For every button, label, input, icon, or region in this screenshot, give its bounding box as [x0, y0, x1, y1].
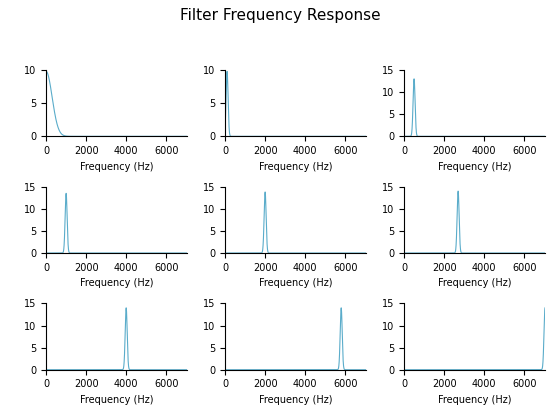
X-axis label: Frequency (Hz): Frequency (Hz): [438, 278, 511, 288]
Text: Filter Frequency Response: Filter Frequency Response: [180, 8, 380, 24]
X-axis label: Frequency (Hz): Frequency (Hz): [259, 162, 332, 172]
X-axis label: Frequency (Hz): Frequency (Hz): [80, 395, 153, 405]
X-axis label: Frequency (Hz): Frequency (Hz): [438, 395, 511, 405]
X-axis label: Frequency (Hz): Frequency (Hz): [438, 162, 511, 172]
X-axis label: Frequency (Hz): Frequency (Hz): [259, 278, 332, 288]
X-axis label: Frequency (Hz): Frequency (Hz): [80, 162, 153, 172]
X-axis label: Frequency (Hz): Frequency (Hz): [80, 278, 153, 288]
X-axis label: Frequency (Hz): Frequency (Hz): [259, 395, 332, 405]
